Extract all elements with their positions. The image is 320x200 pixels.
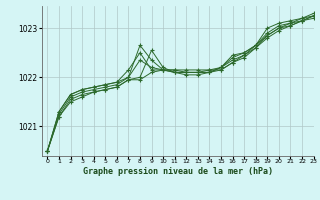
- X-axis label: Graphe pression niveau de la mer (hPa): Graphe pression niveau de la mer (hPa): [83, 167, 273, 176]
